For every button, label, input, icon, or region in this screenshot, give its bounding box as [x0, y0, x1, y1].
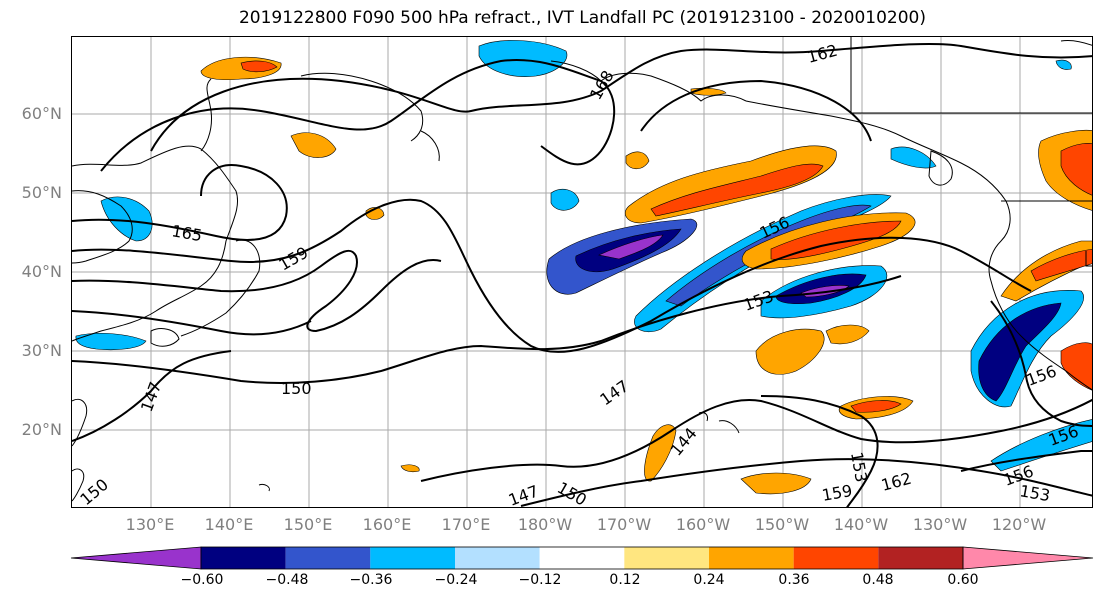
- colorbar-tick-label: 0.60: [947, 572, 979, 588]
- lon-label: 130°E: [125, 515, 175, 534]
- contour-label: 159: [276, 243, 312, 275]
- lon-label: 140°E: [204, 515, 254, 534]
- colorbar-segment: [455, 547, 540, 569]
- lon-label: 130°W: [912, 515, 968, 534]
- colorbar-tick-label: −0.48: [265, 572, 309, 588]
- coastlines: [72, 37, 1092, 502]
- colorbar-tick-label: 0.36: [778, 572, 810, 588]
- colorbar-tick-label: −0.36: [349, 572, 393, 588]
- colorbar-segment: [201, 547, 286, 569]
- colorbar-tick-label: 0.24: [693, 572, 725, 588]
- lon-label: 170°E: [441, 515, 491, 534]
- contour-label: 147: [596, 376, 632, 409]
- colorbar-extend-low: [70, 546, 202, 570]
- colorbar-outline: [200, 546, 964, 570]
- map-title: 2019122800 F090 500 hPa refract., IVT La…: [238, 8, 926, 28]
- lat-label-60n: 60°N: [21, 104, 62, 123]
- lon-label: 150°W: [754, 515, 810, 534]
- contour-label: 159: [820, 481, 853, 505]
- contour-label: 150: [554, 478, 590, 508]
- lat-label-20n: 20°N: [21, 420, 62, 439]
- colorbar-tick-label: −0.60: [180, 572, 224, 588]
- lat-label-30n: 30°N: [21, 341, 62, 360]
- colorbar-segment: [370, 547, 455, 569]
- lon-label: 170°W: [596, 515, 652, 534]
- colorbar-segment: [709, 547, 794, 569]
- lon-label: 160°E: [362, 515, 412, 534]
- map-panel: 162 168 165 159 156 153 150 147 144 150 …: [71, 36, 1093, 508]
- colorbar-segments: [70, 546, 1094, 570]
- lat-label-40n: 40°N: [21, 262, 62, 281]
- colorbar-segment: [285, 547, 371, 569]
- colorbar-tick-label: −0.24: [434, 572, 478, 588]
- contour-label: 150: [281, 379, 312, 398]
- colorbar-segment: [539, 547, 625, 569]
- lon-label: 140°W: [833, 515, 889, 534]
- map-canvas: 162 168 165 159 156 153 150 147 144 150 …: [72, 37, 1092, 508]
- lon-label: 150°E: [283, 515, 333, 534]
- contour-label: 153: [1018, 481, 1051, 505]
- lon-label: 180°W: [517, 515, 573, 534]
- colorbar-segment: [624, 547, 709, 569]
- colorbar-tick-label: 0.48: [862, 572, 894, 588]
- lat-label-50n: 50°N: [21, 183, 62, 202]
- contour-label: 162: [879, 469, 913, 495]
- contour-label: 153: [847, 450, 871, 483]
- contour-label: 150: [76, 475, 112, 508]
- colorbar-segment: [878, 547, 963, 569]
- colorbar-segment: [793, 547, 879, 569]
- lon-label: 120°W: [991, 515, 1047, 534]
- lon-label: 160°W: [675, 515, 731, 534]
- contour-label: 162: [805, 41, 839, 67]
- contour-label: 165: [170, 221, 203, 245]
- contour-label: 147: [137, 379, 165, 414]
- colorbar-tick-label: 0.12: [609, 572, 641, 588]
- colorbar: [70, 546, 1094, 570]
- colorbar-tick-label: −0.12: [518, 572, 562, 588]
- contour-label: 147: [506, 481, 541, 508]
- height-contours: [72, 42, 1092, 507]
- colorbar-extend-high: [962, 546, 1094, 570]
